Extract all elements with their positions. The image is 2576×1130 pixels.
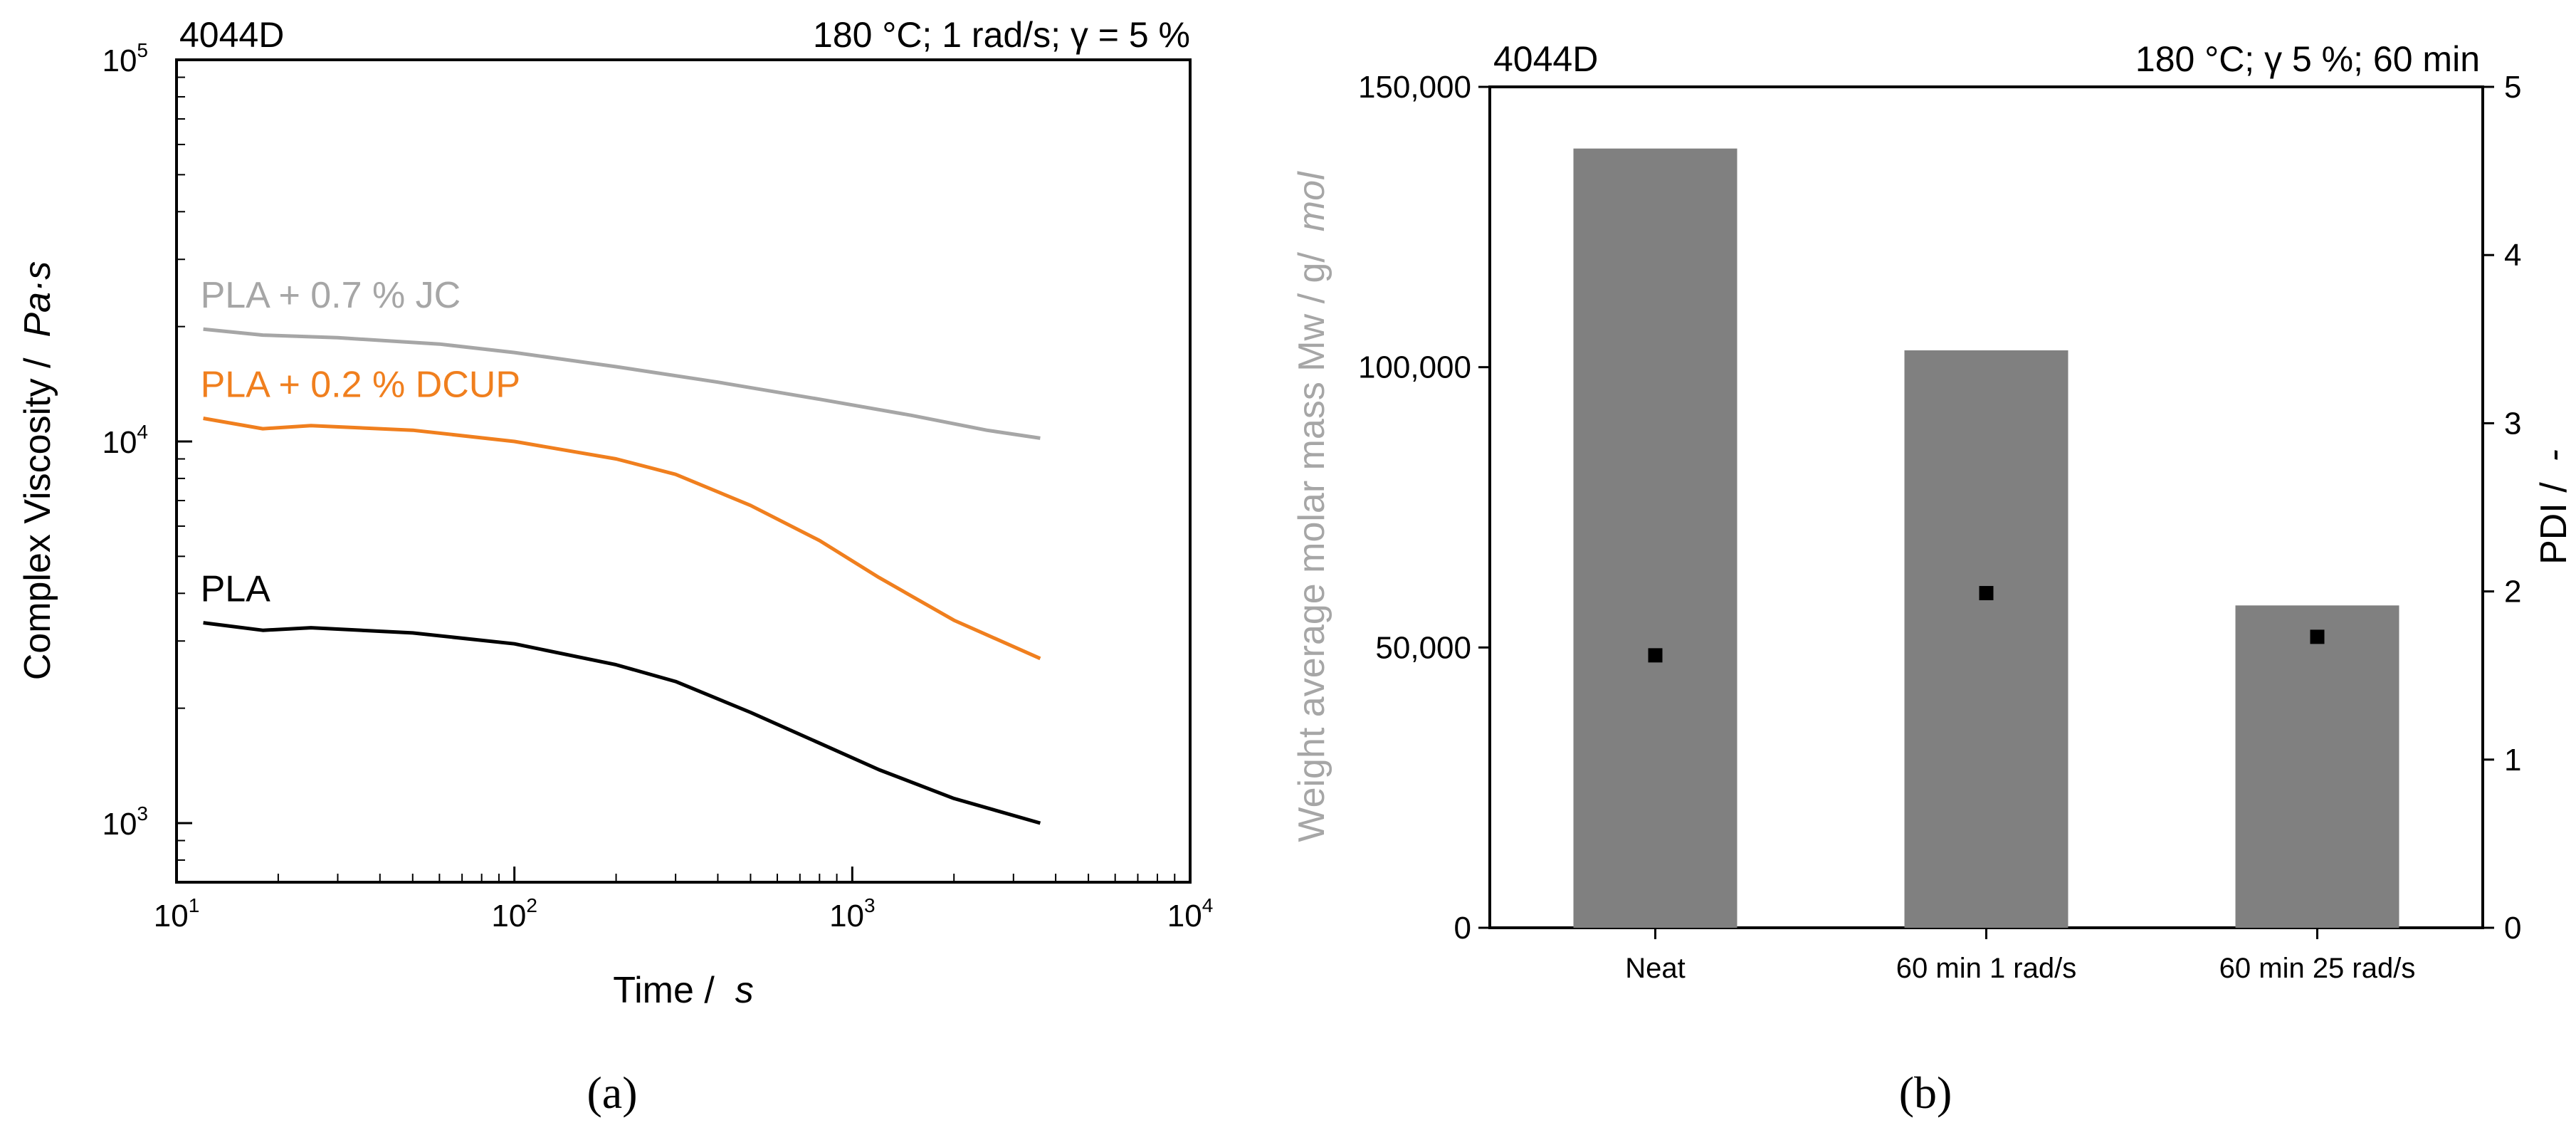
- chart-a-x-tick-label: 103: [829, 894, 876, 933]
- chart-b-y-tick-label: 150,000: [1358, 70, 1471, 105]
- molar-mass-chart: 4044D 180 °C; γ 5 %; 60 min Neat 60 min 1…: [1291, 39, 2575, 1118]
- chart-a-x-tick-label: 101: [154, 894, 200, 933]
- chart-b-title-left: 4044D: [1493, 39, 1598, 79]
- chart-b-y-tick-label: 100,000: [1358, 350, 1471, 385]
- chart-b-panel-label: (b): [1899, 1067, 1952, 1118]
- chart-a-ticks: 101 102 103 104 103 104 105: [102, 39, 1213, 933]
- chart-b-y2-tick-label: 0: [2504, 911, 2521, 946]
- chart-b-y2-axis-label: PDI / -: [2533, 449, 2575, 565]
- chart-b-pdi-point: [1648, 648, 1663, 663]
- chart-b-y2-tick-label: 1: [2504, 743, 2521, 778]
- chart-b-pdi-point: [1979, 585, 1994, 600]
- chart-a-series-line: [203, 621, 1041, 825]
- chart-a-x-axis-label: Time / s: [613, 970, 753, 1011]
- chart-a-series-label: PLA + 0.2 % DCUP: [201, 364, 520, 405]
- chart-a-series-label: PLA + 0.7 % JC: [201, 275, 461, 316]
- chart-b-category-label: Neat: [1625, 953, 1686, 984]
- chart-a-title-right: 180 °C; 1 rad/s; γ = 5 %: [813, 15, 1190, 55]
- chart-a-plot-frame: [175, 58, 1192, 884]
- chart-b-bar: [2235, 605, 2399, 928]
- chart-a-y-tick-label: 104: [102, 421, 148, 460]
- chart-b-y2-tick-label: 5: [2504, 70, 2521, 105]
- chart-b-y2-tick-label: 2: [2504, 575, 2521, 610]
- chart-a-series-line: [203, 417, 1041, 661]
- chart-b-title-right: 180 °C; γ 5 %; 60 min: [2135, 39, 2480, 79]
- chart-a-series-line: [203, 327, 1041, 440]
- chart-b-y-axis-label: Weight average molar mass Mw / g/ mol: [1291, 171, 1332, 842]
- chart-b-bar: [1573, 148, 1738, 928]
- chart-a-series-label: PLA: [201, 569, 271, 610]
- chart-a-series-labels: PLA + 0.7 % JC PLA + 0.2 % DCUP PLA: [201, 275, 520, 610]
- chart-a-title-left: 4044D: [179, 15, 284, 55]
- chart-b-bar: [1904, 350, 2068, 928]
- chart-b-ticks: Neat 60 min 1 rad/s 60 min 25 rad/s 0 50,000…: [1358, 70, 2522, 984]
- chart-b-category-label: 60 min 1 rad/s: [1896, 953, 2076, 984]
- chart-a-y-axis-label: Complex Viscosity / Pa·s: [17, 261, 58, 681]
- chart-a-x-tick-label: 102: [491, 894, 537, 933]
- chart-b-y-tick-label: 0: [1454, 911, 1471, 946]
- viscosity-chart: 4044D 180 °C; 1 rad/s; γ = 5 % 101 102 103…: [17, 15, 1213, 1118]
- chart-b-pdi-points: [1648, 585, 2325, 663]
- chart-a-y-tick-label: 103: [102, 802, 148, 842]
- chart-b-y2-tick-label: 4: [2504, 238, 2521, 273]
- chart-b-category-label: 60 min 25 rad/s: [2219, 953, 2416, 984]
- chart-b-y-tick-label: 50,000: [1375, 630, 1471, 665]
- chart-b-pdi-point: [2310, 629, 2325, 644]
- chart-a-series: [203, 327, 1041, 825]
- chart-a-panel-label: (a): [587, 1067, 637, 1118]
- chart-b-y2-tick-label: 3: [2504, 406, 2521, 441]
- chart-b-bars: [1573, 148, 2399, 928]
- chart-a-x-tick-label: 104: [1167, 894, 1214, 933]
- chart-a-y-tick-label: 105: [102, 39, 148, 78]
